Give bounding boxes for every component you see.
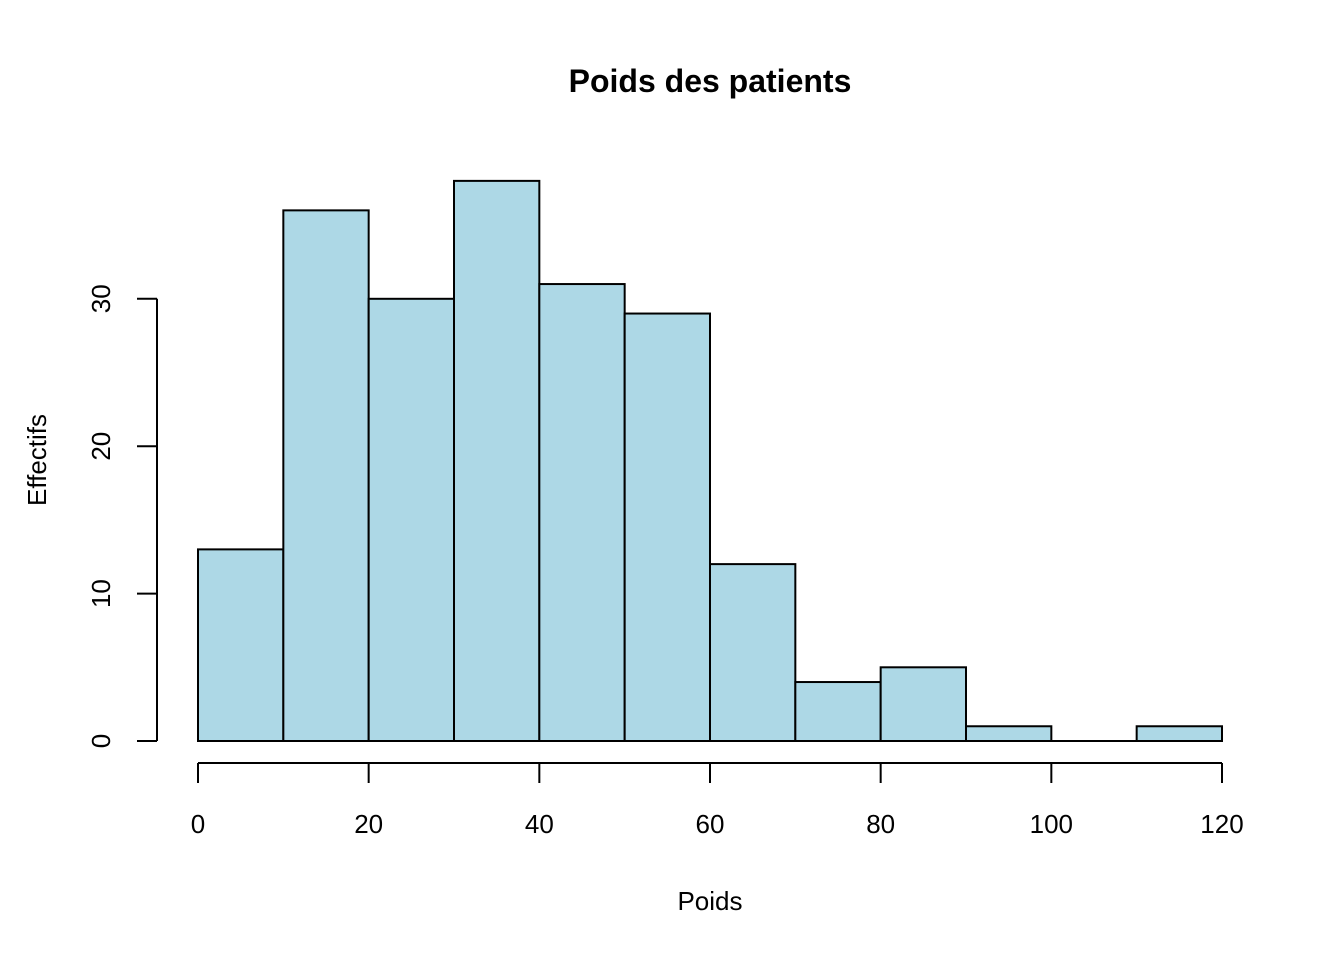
histogram-bar — [197, 548, 285, 742]
x-tick-label: 120 — [1200, 809, 1243, 839]
chart-title: Poids des patients — [569, 63, 852, 99]
y-tick-label: 10 — [86, 579, 116, 608]
y-tick-label: 0 — [86, 734, 116, 748]
histogram-bar — [282, 209, 370, 743]
y-axis: 0 10 20 30 — [86, 284, 158, 748]
x-tick-label: 0 — [191, 809, 205, 839]
x-axis-label: Poids — [677, 886, 742, 916]
histogram-bar — [367, 297, 455, 742]
x-axis: 0 20 40 60 80 100 120 — [191, 762, 1244, 839]
x-tick-label: 20 — [354, 809, 383, 839]
x-tick-label: 40 — [525, 809, 554, 839]
histogram-bar — [965, 725, 1053, 743]
x-tick-label: 80 — [866, 809, 895, 839]
histogram-bar — [453, 179, 541, 742]
x-tick-label: 100 — [1030, 809, 1073, 839]
histogram-bar — [623, 312, 712, 742]
y-axis-label: Effectifs — [22, 414, 52, 506]
histogram-bar — [1135, 725, 1223, 743]
histogram-bar — [879, 666, 968, 742]
histogram-bar — [794, 681, 882, 742]
histogram-bars — [197, 179, 1223, 743]
histogram-bar — [709, 563, 797, 742]
histogram-bar — [538, 283, 626, 742]
y-tick-label: 20 — [86, 432, 116, 461]
x-tick-label: 60 — [696, 809, 725, 839]
y-tick-label: 30 — [86, 284, 116, 313]
